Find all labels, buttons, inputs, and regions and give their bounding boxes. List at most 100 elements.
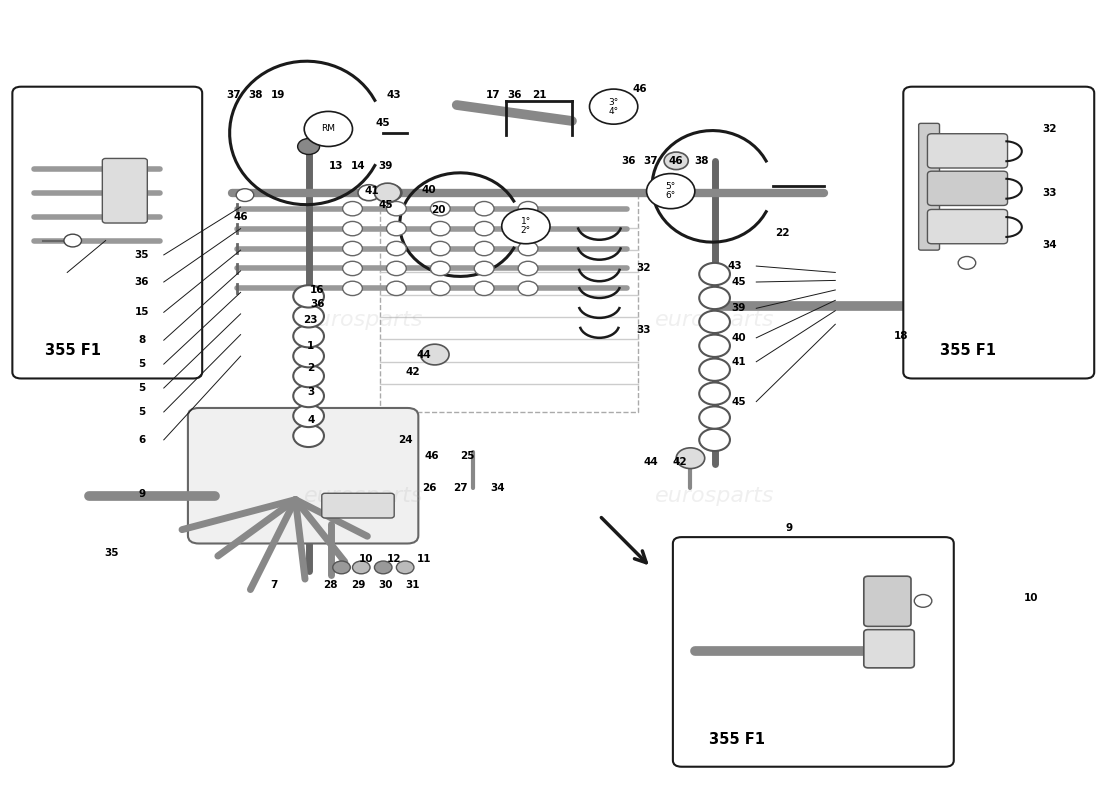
FancyBboxPatch shape [927,134,1008,168]
Circle shape [294,365,324,387]
Text: eurosparts: eurosparts [304,486,424,506]
Circle shape [676,448,705,469]
Circle shape [518,222,538,236]
Text: RM: RM [321,125,336,134]
Text: 38: 38 [249,90,263,101]
Text: 33: 33 [1042,188,1056,198]
Circle shape [647,174,695,209]
Text: 20: 20 [431,206,446,215]
Circle shape [294,425,324,447]
Text: 36: 36 [310,299,324,310]
Text: 46: 46 [233,212,248,222]
Text: 14: 14 [351,162,365,171]
FancyBboxPatch shape [927,171,1008,206]
Circle shape [518,262,538,276]
FancyBboxPatch shape [322,494,394,518]
Circle shape [386,202,406,216]
Circle shape [914,594,932,607]
Text: 35: 35 [134,250,150,260]
Circle shape [374,561,392,574]
Text: 19: 19 [271,90,285,101]
Circle shape [518,242,538,256]
Text: 41: 41 [732,357,746,366]
Circle shape [386,282,406,295]
Text: 37: 37 [644,156,658,166]
Text: 29: 29 [351,580,365,590]
Text: 38: 38 [694,156,708,166]
Text: 45: 45 [732,397,746,406]
Circle shape [430,262,450,276]
Circle shape [700,310,730,333]
Text: 35: 35 [103,548,119,558]
Text: 9: 9 [785,522,793,533]
Text: 32: 32 [636,263,650,274]
Text: 37: 37 [227,90,241,101]
Text: 27: 27 [453,482,468,493]
Text: 3: 3 [307,387,315,397]
Text: 6: 6 [139,435,145,445]
Circle shape [386,262,406,276]
Circle shape [590,89,638,124]
Circle shape [358,185,379,201]
Text: 16: 16 [310,285,324,295]
FancyBboxPatch shape [927,210,1008,244]
FancyBboxPatch shape [102,158,147,223]
Text: 44: 44 [417,350,431,359]
Text: 45: 45 [378,200,393,210]
FancyBboxPatch shape [903,86,1094,378]
Circle shape [342,222,362,236]
Text: 46: 46 [425,451,439,461]
Text: 25: 25 [461,451,475,461]
Circle shape [518,282,538,295]
FancyBboxPatch shape [864,576,911,626]
Text: 5: 5 [139,383,145,393]
Circle shape [294,345,324,367]
FancyBboxPatch shape [12,86,202,378]
Text: 7: 7 [270,580,277,590]
FancyBboxPatch shape [673,537,954,766]
FancyBboxPatch shape [188,408,418,543]
Text: 1: 1 [307,341,315,350]
Circle shape [474,262,494,276]
Text: 12: 12 [387,554,402,565]
Circle shape [700,358,730,381]
Text: eurosparts: eurosparts [654,310,774,330]
Text: 45: 45 [376,118,390,127]
Text: 40: 40 [422,186,437,195]
Circle shape [64,234,81,247]
Text: 33: 33 [636,325,650,335]
Text: 42: 42 [672,457,686,467]
Text: 34: 34 [1042,239,1056,250]
Text: 355 F1: 355 F1 [710,732,766,746]
Text: 10: 10 [1023,593,1037,602]
Text: 28: 28 [323,580,338,590]
Circle shape [700,334,730,357]
Text: 31: 31 [406,580,420,590]
Circle shape [386,242,406,256]
FancyBboxPatch shape [918,123,939,250]
Text: 17: 17 [485,90,501,101]
Text: 24: 24 [398,435,412,445]
Text: eurosparts: eurosparts [654,486,774,506]
FancyBboxPatch shape [864,630,914,668]
Text: 5: 5 [139,359,145,369]
Circle shape [700,263,730,286]
Circle shape [374,183,400,202]
Text: 46: 46 [632,84,647,94]
Circle shape [342,282,362,295]
Text: 13: 13 [329,162,343,171]
Text: 9: 9 [139,489,145,499]
Circle shape [352,561,370,574]
Circle shape [502,209,550,244]
Text: 41: 41 [365,186,380,196]
Circle shape [518,202,538,216]
Circle shape [474,222,494,236]
Circle shape [294,385,324,407]
Circle shape [294,405,324,427]
Circle shape [332,561,350,574]
Circle shape [298,138,320,154]
Text: 18: 18 [894,331,909,342]
Text: 2: 2 [307,363,315,373]
Text: 30: 30 [378,580,393,590]
Text: 40: 40 [732,333,746,343]
